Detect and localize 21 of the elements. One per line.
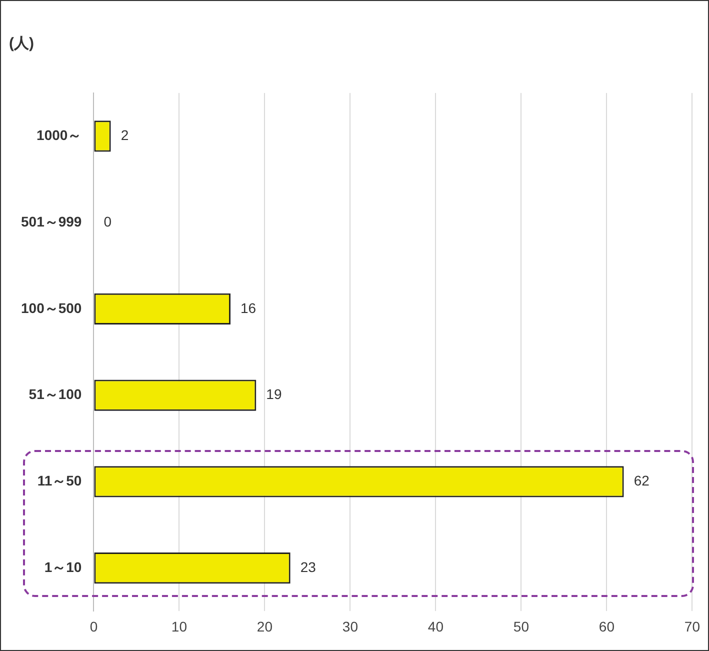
x-tick-label: 30 <box>342 618 358 634</box>
data-label: 23 <box>300 558 316 575</box>
x-tick-label: 20 <box>256 618 273 634</box>
x-tick-label: 70 <box>684 618 700 634</box>
y-tick-label: 100～500 <box>21 300 82 316</box>
data-label: 2 <box>120 127 129 144</box>
y-tick-label: 11～50 <box>37 472 82 489</box>
x-tick-label: 50 <box>513 618 530 634</box>
y-tick-label: 51～100 <box>28 386 82 402</box>
data-label: 16 <box>240 300 256 316</box>
data-label: 62 <box>634 472 650 489</box>
chart-title: (人) <box>9 35 34 52</box>
data-label: 0 <box>104 213 112 230</box>
x-tick-label: 10 <box>171 618 188 634</box>
y-tick-label: 501～999 <box>21 213 82 230</box>
x-tick-label: 40 <box>428 618 444 634</box>
y-tick-label: 1～10 <box>44 558 82 575</box>
data-label: 19 <box>266 386 282 402</box>
x-tick-label: 0 <box>90 618 98 634</box>
x-tick-label: 60 <box>598 618 615 634</box>
y-tick-label: 1000～ <box>36 127 82 144</box>
